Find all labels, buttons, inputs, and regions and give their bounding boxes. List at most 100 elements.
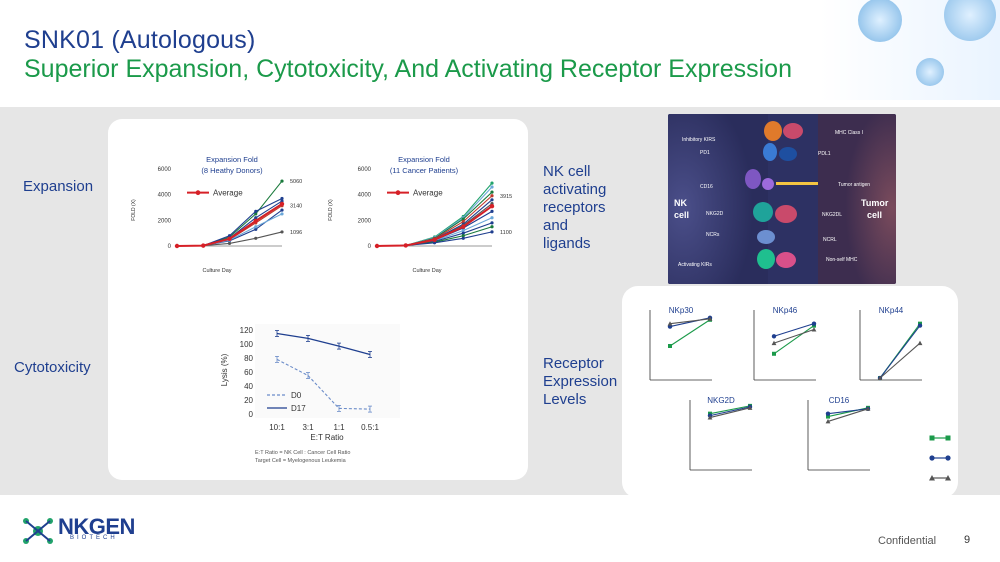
y-tick-label: 4000 xyxy=(158,193,172,199)
data-point xyxy=(461,224,466,229)
data-point xyxy=(254,225,258,229)
data-point xyxy=(374,243,380,249)
data-point xyxy=(826,414,830,419)
data-point xyxy=(489,204,495,209)
data-point xyxy=(772,351,776,356)
data-point xyxy=(490,230,494,234)
nk-cell-label-1: NK xyxy=(674,198,687,208)
panel-title: CD16 xyxy=(829,396,850,405)
data-point xyxy=(667,321,673,326)
expansion-chart-patients: Expansion Fold (11 Cancer Patients) FOLD… xyxy=(328,155,512,274)
data-point xyxy=(432,241,437,245)
nk-activating-label: NK cell activating receptors and ligands xyxy=(543,163,607,252)
data-point xyxy=(461,220,465,224)
y-tick-label: 2000 xyxy=(358,218,372,224)
data-point xyxy=(280,196,284,201)
legend-marker xyxy=(395,190,401,196)
page-number: 9 xyxy=(964,534,971,546)
data-point xyxy=(227,241,232,246)
data-point xyxy=(490,225,494,229)
tumor-cell-label-1: Tumor xyxy=(861,198,889,208)
receptor-expression-charts: NKp30 NKp46 NKp44 NKG2D CD16 xyxy=(649,306,951,481)
legend-marker xyxy=(945,435,951,441)
data-point xyxy=(254,236,258,240)
chart-title: Expansion Fold xyxy=(398,155,450,164)
data-point xyxy=(461,229,465,233)
nkg2dl-label: NKG2DL xyxy=(822,212,842,218)
legend-label: D17 xyxy=(291,404,306,413)
data-point xyxy=(254,212,258,216)
ncrl-label: NCRL xyxy=(823,237,837,243)
receptor-levels-label: Receptor Expression Levels xyxy=(543,355,618,408)
data-point xyxy=(811,321,817,326)
legend-label: Average xyxy=(213,189,243,198)
data-point xyxy=(825,419,831,424)
data-point xyxy=(490,185,494,189)
data-point xyxy=(490,181,494,185)
nk-receptor-diagram: Inhibitory KIRS PD1 CD16 NKG2D NCRs Acti… xyxy=(668,114,896,284)
data-point xyxy=(174,243,180,249)
y-tick-label: 0 xyxy=(168,244,172,250)
legend-label: Average xyxy=(413,189,443,198)
chart-subtitle: (8 Heathy Donors) xyxy=(201,166,263,175)
cytotoxicity-label: Cytotoxicity xyxy=(14,359,91,376)
y-tick-label: 0 xyxy=(249,410,254,419)
nkgen-logo xyxy=(23,518,53,544)
data-point xyxy=(877,375,883,381)
data-point xyxy=(668,344,672,348)
series-line-navy xyxy=(827,408,869,415)
y-tick-label: 0 xyxy=(368,244,372,250)
y-tick-label: 80 xyxy=(244,354,253,363)
legend-marker xyxy=(945,475,951,481)
legend-marker xyxy=(929,455,935,461)
cd16-label: CD16 xyxy=(700,184,713,190)
x-tick-label: 0.5:1 xyxy=(361,423,379,432)
data-point xyxy=(254,209,258,213)
series-line-green xyxy=(709,405,751,415)
data-point xyxy=(917,340,923,346)
plot-area xyxy=(255,324,400,418)
series-line-gray xyxy=(827,408,869,422)
legend-marker xyxy=(945,455,951,461)
non-self-mhc-label: Non-self MHC xyxy=(826,257,858,263)
data-point xyxy=(747,405,753,410)
legend-marker xyxy=(929,475,935,481)
y-tick-label: 6000 xyxy=(358,167,372,173)
ratio-note: E:T Ratio = NK Cell : Cancer Cell Ratio xyxy=(255,450,350,456)
page-subtitle: Superior Expansion, Cytotoxicity, And Ac… xyxy=(24,55,792,83)
data-point xyxy=(403,243,408,248)
pd1-label: PD1 xyxy=(700,150,710,156)
y-tick-label: 20 xyxy=(244,396,253,405)
panel-title: NKp30 xyxy=(669,306,694,315)
nk-cell-label-2: cell xyxy=(674,210,689,220)
panel-title: NKp46 xyxy=(773,306,798,315)
data-point xyxy=(280,208,284,212)
legend-label: D0 xyxy=(291,391,302,400)
y-tick-label: 120 xyxy=(240,326,254,335)
x-tick-label: 1:1 xyxy=(333,423,345,432)
activating-kirs-label: Activating KIRs xyxy=(678,262,712,268)
confidential-label: Confidential xyxy=(878,535,937,547)
data-point xyxy=(280,212,284,216)
series-line-green xyxy=(773,325,815,355)
y-tick-label: 60 xyxy=(244,368,253,377)
expansion-label: Expansion xyxy=(23,178,94,195)
data-point xyxy=(707,316,713,321)
y-axis-label: Lysis (%) xyxy=(220,353,229,386)
x-tick-label: 10:1 xyxy=(269,423,285,432)
mhc-class-label: MHC Class I xyxy=(835,130,863,136)
expansion-chart-healthy: Expansion Fold (8 Heathy Donors) FOLD (X… xyxy=(131,155,302,274)
data-point xyxy=(771,340,777,346)
data-point xyxy=(461,231,465,235)
series-line-navy xyxy=(773,323,815,337)
series-line-green xyxy=(669,319,711,347)
data-point xyxy=(227,234,232,238)
end-value-annotation: 3140 xyxy=(290,204,302,210)
target-note: Target Cell = Myelogenous Leukemia xyxy=(255,458,347,464)
data-point xyxy=(254,227,258,231)
data-point xyxy=(254,216,258,220)
data-point xyxy=(461,236,465,240)
x-axis-label: Culture Day xyxy=(412,268,441,274)
cytotoxicity-chart: Lysis (%) E:T Ratio E:T Ratio = NK Cell … xyxy=(220,324,400,464)
logo-wordmark: NKGEN xyxy=(58,514,135,539)
